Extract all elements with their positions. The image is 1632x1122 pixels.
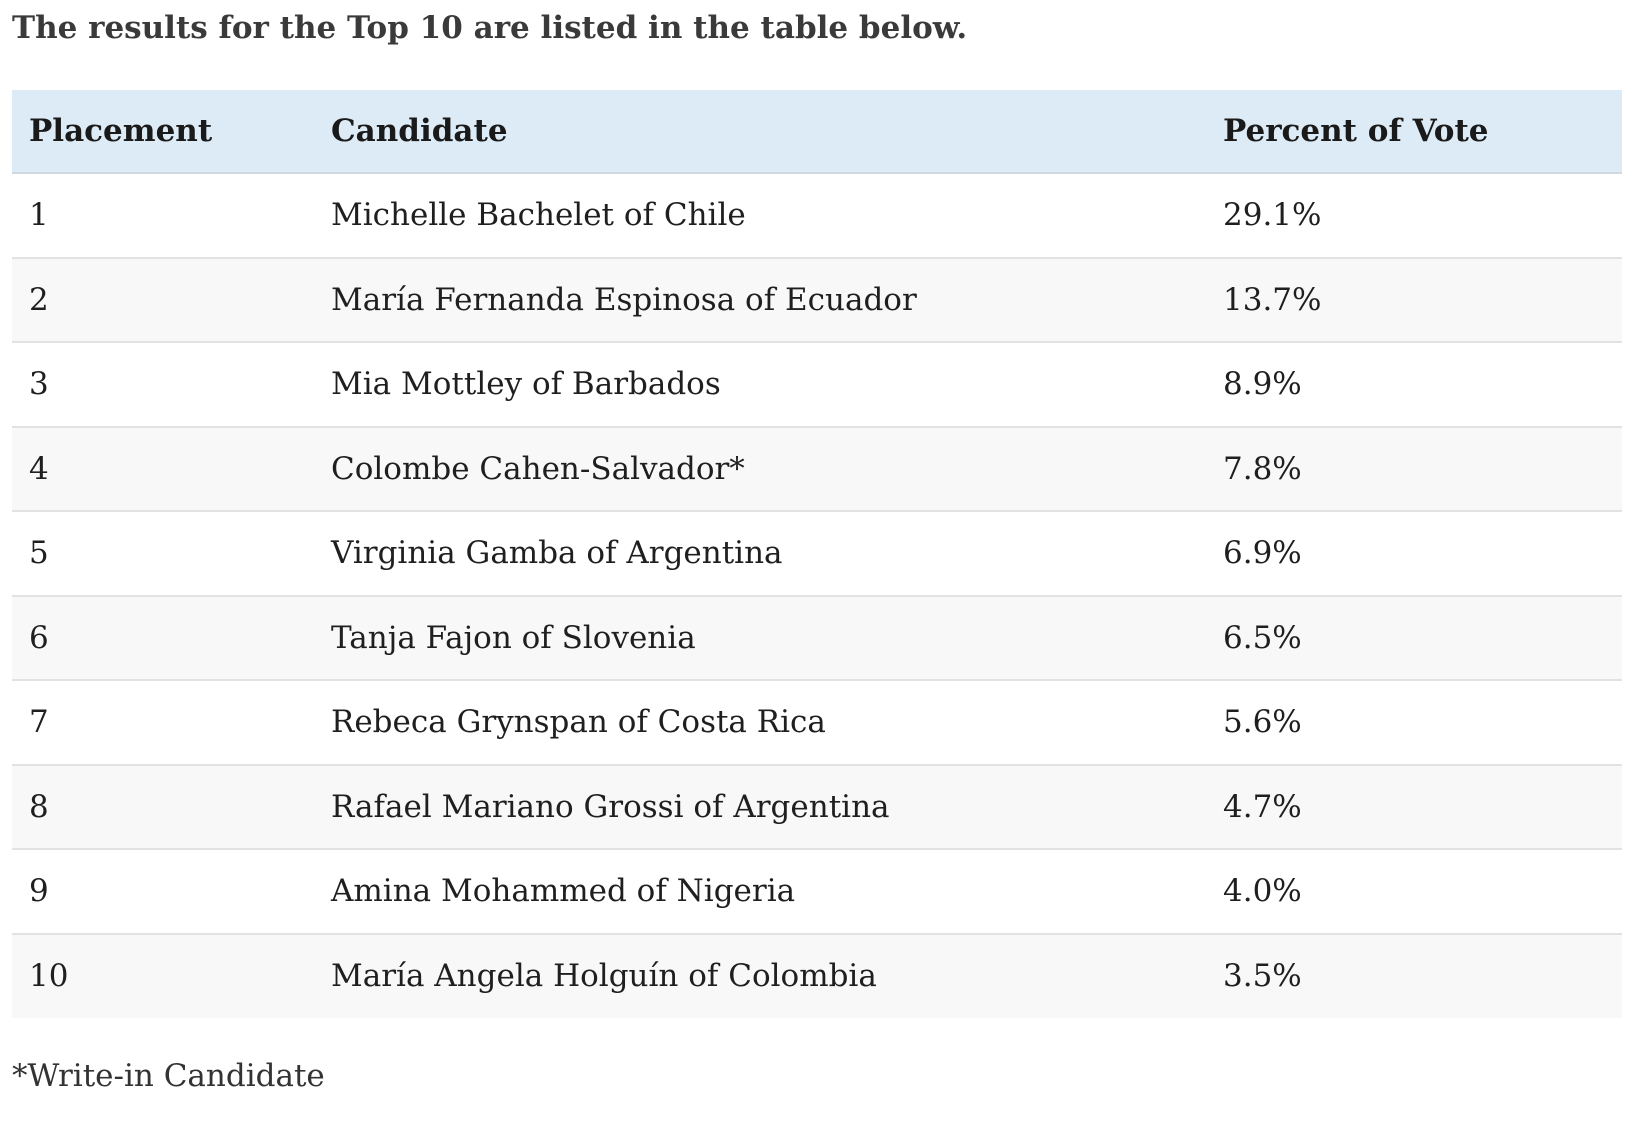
placement-cell: 8: [12, 763, 314, 849]
column-header-percent: Percent of Vote: [1206, 90, 1622, 174]
candidate-cell: María Fernanda Espinosa of Ecuador: [314, 256, 1206, 342]
table-row: 9 Amina Mohammed of Nigeria 4.0%: [12, 848, 1622, 934]
percent-cell: 13.7%: [1206, 256, 1622, 342]
intro-text: The results for the Top 10 are listed in…: [12, 10, 968, 46]
percent-cell: 29.1%: [1223, 197, 1322, 234]
placement-cell: 3: [12, 341, 314, 427]
candidate-cell: Michelle Bachelet of Chile: [331, 197, 746, 234]
results-table: Placement Candidate Percent of Vote 1 Mi…: [12, 90, 1622, 1018]
candidate-cell: Virginia Gamba of Argentina: [314, 510, 1206, 596]
candidate-cell: María Angela Holguín of Colombia: [314, 932, 1206, 1018]
table-row: 5 Virginia Gamba of Argentina 6.9%: [12, 510, 1622, 596]
table-body: 1 Michelle Bachelet of Chile 29.1% 2 Mar…: [12, 173, 1622, 1018]
table-row: 7 Rebeca Grynspan of Costa Rica 5.6%: [12, 679, 1622, 765]
candidate-cell: Rafael Mariano Grossi of Argentina: [314, 763, 1206, 849]
percent-cell: 8.9%: [1206, 341, 1622, 427]
candidate-cell: Mia Mottley of Barbados: [314, 341, 1206, 427]
percent-cell: 6.5%: [1206, 594, 1622, 680]
percent-cell: 4.7%: [1206, 763, 1622, 849]
percent-cell: 3.5%: [1206, 932, 1622, 1018]
candidate-cell: Rebeca Grynspan of Costa Rica: [314, 679, 1206, 765]
column-header-candidate: Candidate: [314, 90, 1206, 174]
column-header-placement: Placement: [12, 90, 314, 174]
table-row: 6 Tanja Fajon of Slovenia 6.5%: [12, 594, 1622, 680]
placement-cell: 2: [12, 256, 314, 342]
placement-cell: 1: [29, 197, 49, 234]
placement-cell: 7: [12, 679, 314, 765]
placement-cell: 4: [12, 425, 314, 511]
percent-cell: 7.8%: [1206, 425, 1622, 511]
table-row: 1 Michelle Bachelet of Chile 29.1%: [12, 173, 1622, 258]
table-header: Placement Candidate Percent of Vote: [12, 90, 1622, 174]
candidate-cell: Tanja Fajon of Slovenia: [314, 594, 1206, 680]
header-row: Placement Candidate Percent of Vote: [12, 90, 1622, 174]
table-row: 2 María Fernanda Espinosa of Ecuador 13.…: [12, 256, 1622, 342]
placement-cell: 10: [12, 932, 314, 1018]
percent-cell: 4.0%: [1206, 848, 1622, 934]
candidate-cell: Amina Mohammed of Nigeria: [314, 848, 1206, 934]
footnote: *Write-in Candidate: [12, 1058, 325, 1094]
placement-cell: 5: [12, 510, 314, 596]
table-row: 10 María Angela Holguín of Colombia 3.5%: [12, 932, 1622, 1018]
percent-cell: 6.9%: [1206, 510, 1622, 596]
placement-cell: 9: [12, 848, 314, 934]
table-row: 8 Rafael Mariano Grossi of Argentina 4.7…: [12, 763, 1622, 849]
candidate-cell: Colombe Cahen-Salvador*: [314, 425, 1206, 511]
table-row: 4 Colombe Cahen-Salvador* 7.8%: [12, 425, 1622, 511]
placement-cell: 6: [12, 594, 314, 680]
table-row: 3 Mia Mottley of Barbados 8.9%: [12, 341, 1622, 427]
percent-cell: 5.6%: [1206, 679, 1622, 765]
